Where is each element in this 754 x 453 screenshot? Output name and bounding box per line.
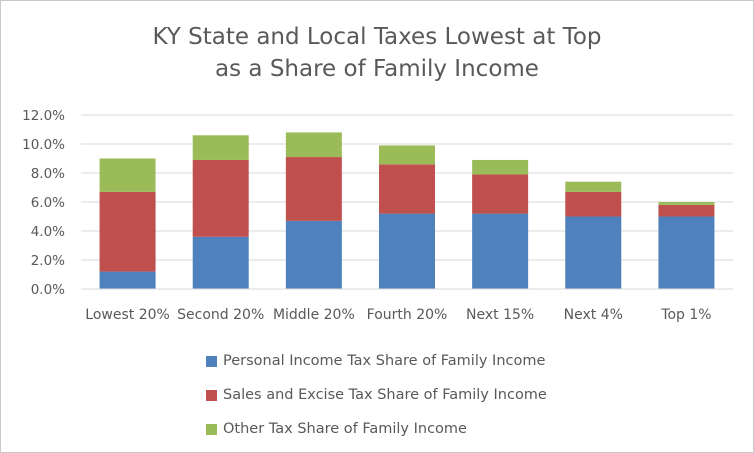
x-tick-label: Next 15% <box>466 307 534 323</box>
bar-segment-3 <box>192 135 249 160</box>
bar-segment-1 <box>379 213 435 289</box>
bar-segment-1 <box>99 271 156 289</box>
x-tick-label: Top 1% <box>660 307 711 323</box>
bar-segment-3 <box>285 132 342 158</box>
bar-segment-3 <box>658 202 715 205</box>
y-tick-label: 2.0% <box>31 253 65 269</box>
bar-segment-1 <box>472 213 529 289</box>
bar-segment-2 <box>565 191 622 217</box>
bar-segment-1 <box>565 216 622 289</box>
legend-label: Sales and Excise Tax Share of Family Inc… <box>223 387 547 403</box>
legend-item: Personal Income Tax Share of Family Inco… <box>206 344 547 378</box>
y-tick-label: 6.0% <box>31 195 65 211</box>
bar-segment-2 <box>99 191 156 272</box>
chart-legend: Personal Income Tax Share of Family Inco… <box>206 344 547 446</box>
chart-title-line-1: KY State and Local Taxes Lowest at Top <box>152 24 602 50</box>
bar-segment-2 <box>472 174 529 214</box>
bar-segment-3 <box>565 181 622 192</box>
legend-label: Personal Income Tax Share of Family Inco… <box>223 353 546 369</box>
legend-swatch <box>206 389 217 401</box>
chart-title: KY State and Local Taxes Lowest at Top a… <box>1 21 753 85</box>
chart-title-line-2: as a Share of Family Income <box>215 56 539 82</box>
bar-segment-1 <box>285 220 342 289</box>
bar-segment-3 <box>472 159 529 175</box>
x-tick-label: Lowest 20% <box>85 307 170 323</box>
y-tick-label: 4.0% <box>31 224 65 240</box>
legend-item: Sales and Excise Tax Share of Family Inc… <box>206 378 547 412</box>
bar-segment-3 <box>99 158 156 192</box>
y-tick-label: 0.0% <box>31 282 65 298</box>
legend-swatch <box>206 423 217 435</box>
bar-segment-2 <box>192 159 249 237</box>
bar-segment-1 <box>192 236 249 289</box>
y-tick-label: 12.0% <box>22 108 65 124</box>
bar-segment-2 <box>658 204 715 217</box>
bar-segment-2 <box>285 157 342 221</box>
legend-swatch <box>206 355 217 367</box>
x-tick-label: Middle 20% <box>273 307 355 323</box>
legend-label: Other Tax Share of Family Income <box>223 421 467 437</box>
legend-item: Other Tax Share of Family Income <box>206 412 547 446</box>
bar-segment-1 <box>658 216 715 289</box>
bar-segment-2 <box>379 164 435 214</box>
x-tick-label: Second 20% <box>177 307 264 323</box>
x-tick-label: Next 4% <box>564 307 623 323</box>
x-tick-label: Fourth 20% <box>367 307 448 323</box>
y-tick-label: 8.0% <box>31 166 65 182</box>
y-tick-label: 10.0% <box>22 137 65 153</box>
bar-segment-3 <box>379 145 435 165</box>
